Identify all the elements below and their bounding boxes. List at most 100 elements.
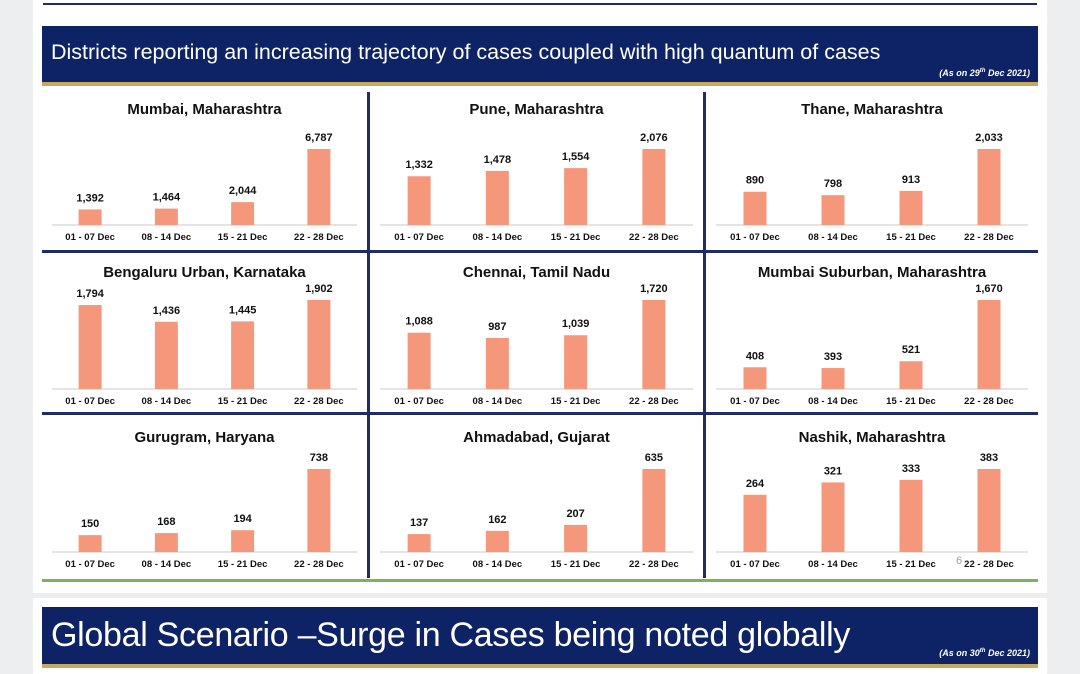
bar-chart-5: Chennai, Tamil Nadu 1,088 01 - 07 Dec 987 08… xyxy=(380,264,693,407)
category-label: 15 - 21 Dec xyxy=(886,232,936,243)
bar xyxy=(78,305,102,389)
category-label: 15 - 21 Dec xyxy=(551,232,601,243)
data-label: 333 xyxy=(902,463,920,475)
bar xyxy=(154,321,178,389)
category-label: 01 - 07 Dec xyxy=(730,232,780,243)
bar xyxy=(231,321,255,389)
data-label: 168 xyxy=(157,516,175,528)
chart-title: Nashik, Maharashtra xyxy=(799,429,946,446)
data-label: 1,088 xyxy=(405,316,433,328)
chart-title: Thane, Maharashtra xyxy=(801,101,943,118)
bar xyxy=(821,368,845,389)
bar xyxy=(642,149,666,225)
bar-chart-2: Pune, Maharashtra 1,332 01 - 07 Dec 1,478 08… xyxy=(380,101,693,243)
data-label: 393 xyxy=(824,351,842,363)
bar xyxy=(977,149,1001,225)
bar xyxy=(78,209,102,225)
bar xyxy=(564,335,588,389)
data-label: 913 xyxy=(902,174,920,186)
bar xyxy=(231,530,255,552)
category-label: 22 - 28 Dec xyxy=(629,232,679,243)
title-banner: Districts reporting an increasing trajec… xyxy=(42,26,1038,86)
chart-title: Chennai, Tamil Nadu xyxy=(463,264,610,281)
category-label: 08 - 14 Dec xyxy=(808,559,858,570)
bar xyxy=(642,300,666,389)
chart-title: Ahmadabad, Gujarat xyxy=(463,429,610,446)
bar-chart-1: Mumbai, Maharashtra 1,392 01 - 07 Dec 1,464… xyxy=(52,101,357,243)
data-label: 6,787 xyxy=(305,132,333,144)
data-label: 890 xyxy=(746,175,764,187)
data-label: 1,445 xyxy=(229,304,257,316)
category-label: 22 - 28 Dec xyxy=(629,559,679,570)
data-label: 1,392 xyxy=(76,192,104,204)
bar xyxy=(899,361,923,389)
data-label: 987 xyxy=(488,321,506,333)
category-label: 22 - 28 Dec xyxy=(964,559,1014,570)
bar xyxy=(407,176,431,225)
bar xyxy=(899,479,923,552)
bar xyxy=(977,300,1001,389)
category-label: 01 - 07 Dec xyxy=(394,232,444,243)
title-banner-2: Global Scenario –Surge in Cases being no… xyxy=(42,607,1038,668)
data-label: 1,902 xyxy=(305,283,333,295)
category-label: 08 - 14 Dec xyxy=(142,396,192,407)
data-label: 2,033 xyxy=(975,132,1003,144)
bar-chart-7: Gurugram, Haryana 150 01 - 07 Dec 168 08 - 1… xyxy=(52,429,357,570)
bar-chart-6: Mumbai Suburban, Maharashtra 408 01 - 07 D… xyxy=(716,264,1028,407)
data-label: 1,794 xyxy=(76,288,104,300)
bar-chart-9: Nashik, Maharashtra 264 01 - 07 Dec 321 08 -… xyxy=(716,429,1028,570)
data-label: 264 xyxy=(746,478,765,490)
bar xyxy=(154,208,178,225)
category-label: 22 - 28 Dec xyxy=(294,559,344,570)
bar xyxy=(307,149,331,225)
bar-chart-3: Thane, Maharashtra 890 01 - 07 Dec 798 08 - … xyxy=(716,101,1028,243)
category-label: 01 - 07 Dec xyxy=(394,396,444,407)
slide-title: Districts reporting an increasing trajec… xyxy=(51,40,881,64)
data-label: 162 xyxy=(488,514,506,526)
data-label: 194 xyxy=(233,513,252,525)
category-label: 08 - 14 Dec xyxy=(473,396,523,407)
bar xyxy=(231,202,255,225)
category-label: 22 - 28 Dec xyxy=(294,232,344,243)
grid-divider-horizontal-2 xyxy=(42,412,1038,415)
bar xyxy=(485,530,509,552)
bar-chart-8: Ahmadabad, Gujarat 137 01 - 07 Dec 162 08 - … xyxy=(380,429,693,570)
grid-divider-horizontal-1 xyxy=(42,250,1038,253)
category-label: 15 - 21 Dec xyxy=(551,559,601,570)
bottom-green-rule xyxy=(42,579,1038,582)
data-label: 1,436 xyxy=(153,305,181,317)
category-label: 01 - 07 Dec xyxy=(65,559,115,570)
category-label: 15 - 21 Dec xyxy=(218,559,268,570)
data-label: 1,554 xyxy=(562,151,590,163)
chart-title: Mumbai, Maharashtra xyxy=(127,101,282,118)
bar xyxy=(821,195,845,225)
category-label: 08 - 14 Dec xyxy=(808,396,858,407)
bar xyxy=(307,300,331,389)
data-label: 408 xyxy=(746,350,764,362)
category-label: 15 - 21 Dec xyxy=(218,396,268,407)
data-label: 2,044 xyxy=(229,185,257,197)
bar xyxy=(564,524,588,552)
slide-districts: Districts reporting an increasing trajec… xyxy=(33,0,1047,593)
category-label: 22 - 28 Dec xyxy=(629,396,679,407)
chart-title: Mumbai Suburban, Maharashtra xyxy=(758,264,987,281)
category-label: 01 - 07 Dec xyxy=(730,559,780,570)
category-label: 08 - 14 Dec xyxy=(473,232,523,243)
bar xyxy=(642,469,666,552)
bar xyxy=(485,337,509,389)
chart-title: Bengaluru Urban, Karnataka xyxy=(103,264,306,281)
category-label: 08 - 14 Dec xyxy=(142,232,192,243)
data-label: 1,332 xyxy=(405,159,433,171)
bar xyxy=(307,469,331,552)
bar xyxy=(407,332,431,389)
data-label: 1,670 xyxy=(975,283,1003,295)
data-label: 150 xyxy=(81,518,99,530)
category-label: 22 - 28 Dec xyxy=(964,232,1014,243)
slide2-title: Global Scenario –Surge in Cases being no… xyxy=(51,616,851,654)
data-label: 1,720 xyxy=(640,283,668,295)
bar xyxy=(821,482,845,552)
bar xyxy=(485,170,509,225)
data-label: 137 xyxy=(410,517,428,529)
category-label: 22 - 28 Dec xyxy=(294,396,344,407)
category-label: 22 - 28 Dec xyxy=(964,396,1014,407)
